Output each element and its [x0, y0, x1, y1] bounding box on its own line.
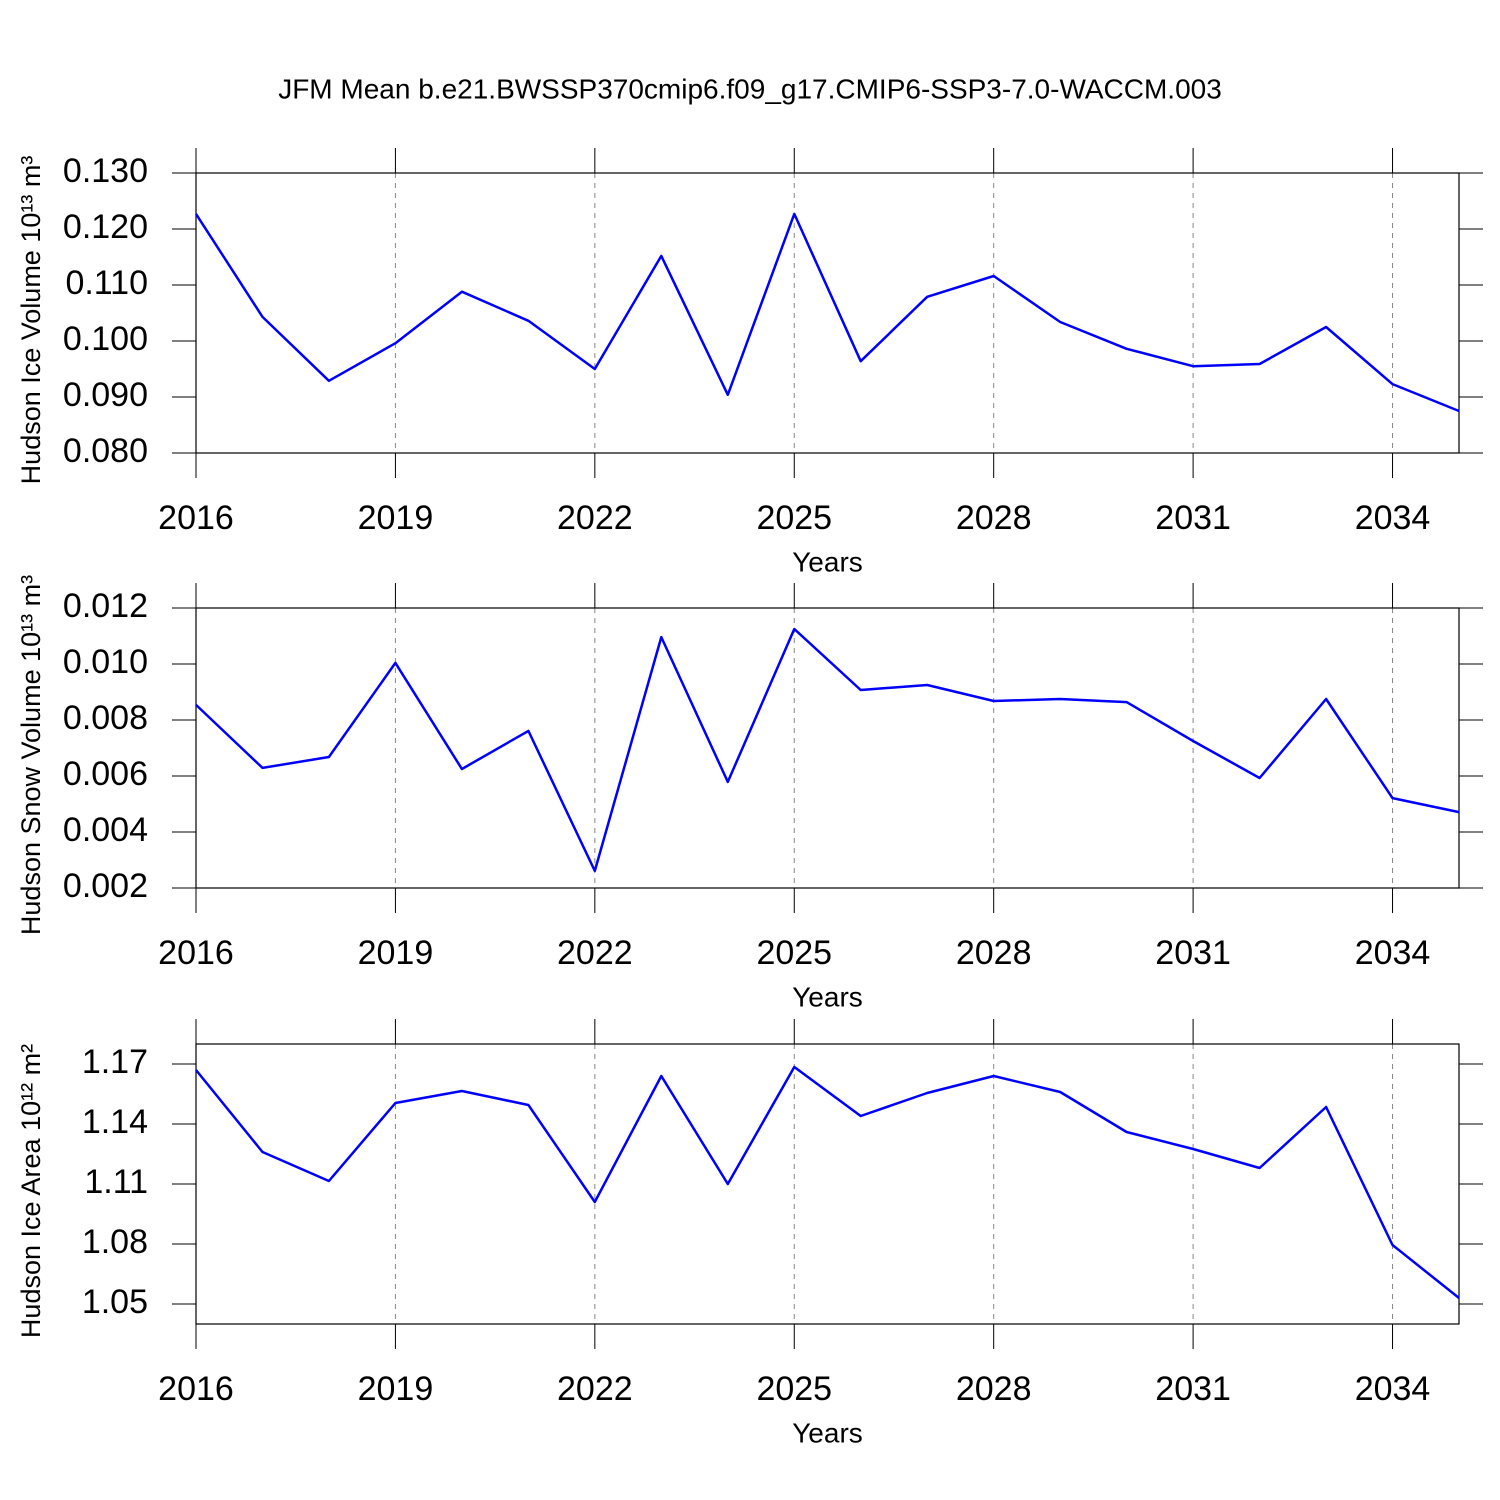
x-axis-label: Years [792, 1417, 863, 1448]
x-tick-label: 2028 [956, 1370, 1032, 1408]
y-tick-label: 0.010 [63, 643, 148, 681]
x-tick-label: 2022 [557, 934, 633, 972]
x-axis-label: Years [792, 546, 863, 577]
x-tick-label: 2022 [557, 1370, 633, 1408]
y-tick-label: 0.004 [63, 811, 148, 849]
plot-frame [195, 607, 1460, 889]
x-tick-label: 2025 [756, 499, 832, 537]
x-tick-label: 2019 [358, 934, 434, 972]
y-tick-label: 0.006 [63, 755, 148, 793]
y-tick-label: 0.008 [63, 699, 148, 737]
x-tick-label: 2019 [358, 1370, 434, 1408]
plot-frame [195, 1043, 1460, 1325]
x-tick-label: 2016 [158, 499, 234, 537]
x-tick-label: 2016 [158, 1370, 234, 1408]
y-tick-label: 1.11 [84, 1163, 148, 1201]
data-line [195, 1065, 1460, 1299]
y-axis-label: Hudson Snow Volume 10¹³ m³ [16, 575, 46, 935]
x-axis-label: Years [792, 981, 863, 1012]
x-tick-label: 2034 [1355, 499, 1431, 537]
y-tick-label: 0.130 [63, 152, 148, 190]
y-tick-label: 1.14 [82, 1103, 148, 1141]
y-tick-label: 0.080 [63, 432, 148, 470]
x-tick-label: 2028 [956, 499, 1032, 537]
x-tick-label: 2025 [756, 1370, 832, 1408]
x-tick-label: 2019 [358, 499, 434, 537]
y-tick-label: 0.110 [65, 264, 148, 302]
y-axis-label: Hudson Ice Volume 10¹³ m³ [16, 156, 46, 485]
x-tick-label: 2022 [557, 499, 633, 537]
y-tick-label: 1.17 [82, 1043, 148, 1081]
x-tick-label: 2028 [956, 934, 1032, 972]
x-tick-label: 2034 [1355, 1370, 1431, 1408]
x-tick-label: 2031 [1155, 499, 1231, 537]
y-tick-label: 0.012 [63, 587, 148, 625]
y-tick-label: 1.08 [82, 1223, 148, 1261]
y-tick-label: 0.090 [63, 376, 148, 414]
data-line [195, 627, 1460, 873]
x-tick-label: 2025 [756, 934, 832, 972]
x-tick-label: 2016 [158, 934, 234, 972]
y-tick-label: 0.100 [63, 320, 148, 358]
x-tick-label: 2031 [1155, 934, 1231, 972]
plot-frame [195, 172, 1460, 454]
x-tick-label: 2031 [1155, 1370, 1231, 1408]
y-tick-label: 0.120 [63, 208, 148, 246]
y-tick-label: 1.05 [82, 1283, 148, 1321]
chart-title: JFM Mean b.e21.BWSSP370cmip6.f09_g17.CMI… [278, 73, 1222, 104]
y-axis-label: Hudson Ice Area 10¹² m² [16, 1044, 46, 1338]
y-tick-label: 0.002 [63, 867, 148, 905]
x-tick-label: 2034 [1355, 934, 1431, 972]
data-line [194, 212, 1460, 413]
